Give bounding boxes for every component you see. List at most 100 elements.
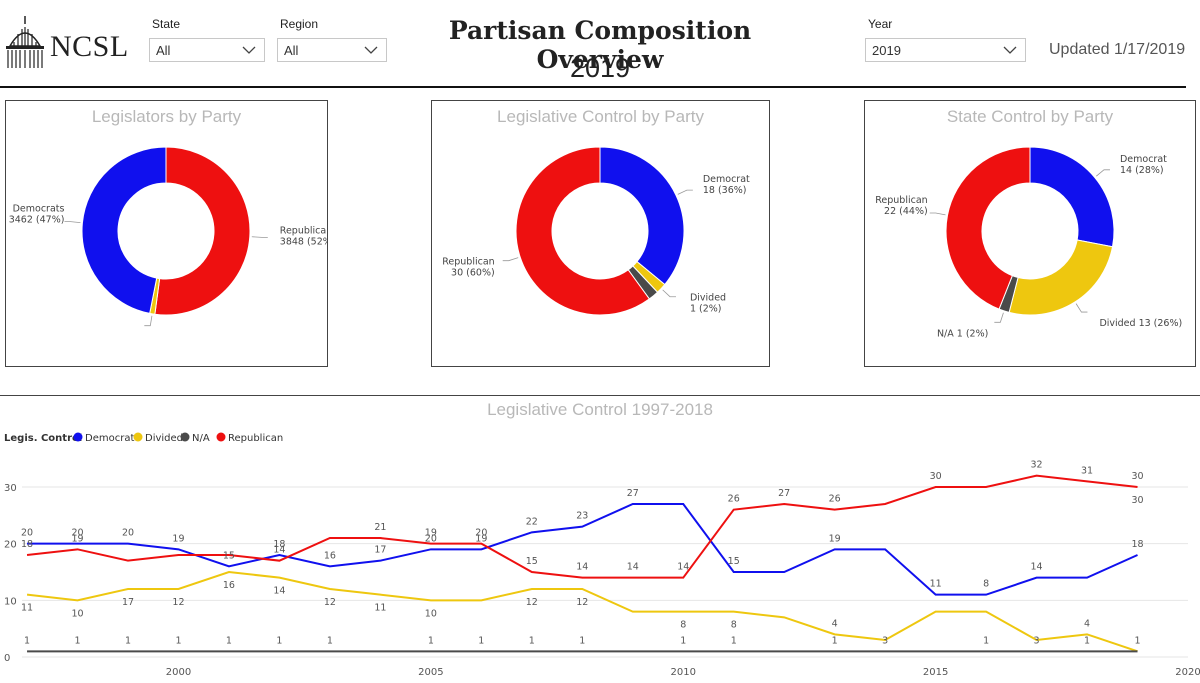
x-tick-label: 2005 xyxy=(418,667,443,678)
donut-label: Democrat xyxy=(703,174,750,185)
data-label: 30 xyxy=(1131,471,1143,482)
data-label: 19 xyxy=(172,533,184,544)
state-filter-label: State xyxy=(152,17,181,31)
donut-label: Republicans xyxy=(280,225,327,236)
donut-label: 14 (28%) xyxy=(1120,165,1164,176)
region-filter-label: Region xyxy=(280,17,319,31)
data-label: 14 xyxy=(576,562,588,573)
data-label: 1 xyxy=(579,635,585,646)
data-label: 1 xyxy=(75,635,81,646)
leader-line xyxy=(144,315,153,327)
data-label: 12 xyxy=(324,597,336,608)
data-label: 10 xyxy=(71,608,83,619)
data-label: 19 xyxy=(425,528,437,539)
donut-slice-democrat xyxy=(599,146,685,286)
data-label: 1 xyxy=(24,635,30,646)
page-year: 2019 xyxy=(569,53,631,83)
data-label: 1 xyxy=(680,635,686,646)
y-tick-label: 10 xyxy=(4,596,17,607)
leader-line xyxy=(251,236,268,238)
donut-label: Divided 13 (26%) xyxy=(1099,318,1182,329)
legend-marker xyxy=(216,432,226,442)
data-label: 1 xyxy=(327,635,333,646)
donut-slice-democrat xyxy=(1029,146,1115,248)
data-label: 20 xyxy=(425,533,437,544)
series-line-republican xyxy=(26,474,1138,579)
y-tick-label: 30 xyxy=(4,483,17,494)
donut-slice-republican xyxy=(515,146,651,316)
page-title: Partisan Composition Overview xyxy=(448,16,752,74)
year-dropdown[interactable]: 2019 xyxy=(865,38,1026,62)
state-dropdown[interactable]: All xyxy=(149,38,265,62)
donut-label: Democrat xyxy=(1120,154,1167,165)
region-dropdown[interactable]: All xyxy=(277,38,387,62)
chevron-down-icon xyxy=(1003,46,1017,54)
donut-label: 1 (2%) xyxy=(690,304,722,315)
leader-line xyxy=(502,257,519,262)
donut-label: 3462 (47%) xyxy=(9,215,65,226)
line-chart-title: Legislative Control 1997-2018 xyxy=(487,400,713,419)
data-label: 12 xyxy=(576,597,588,608)
leader-line xyxy=(677,189,693,195)
leader-line xyxy=(929,212,946,216)
data-label: 21 xyxy=(374,522,386,533)
donut-slice-divided xyxy=(1008,239,1114,316)
data-label: 14 xyxy=(1031,562,1043,573)
year-dropdown-value: 2019 xyxy=(872,43,901,58)
data-label: 10 xyxy=(425,608,437,619)
leader-line xyxy=(64,221,81,224)
legislative-control-card[interactable]: Legislative Control by Party Democrat 18 … xyxy=(431,100,770,367)
leader-line xyxy=(1075,303,1088,313)
state-dropdown-value: All xyxy=(156,43,171,58)
data-label: 22 xyxy=(526,516,538,527)
donut-label: 30 (60%) xyxy=(451,268,495,279)
donut-label: 22 (44%) xyxy=(884,206,928,217)
legend-item: Democrat xyxy=(85,433,134,444)
data-label: 17 xyxy=(374,545,386,556)
donut-label: 3848 (52%) xyxy=(280,236,327,247)
updated-text: Updated 1/17/2019 xyxy=(1049,41,1186,58)
series-line-divided xyxy=(26,570,1138,653)
leader-line xyxy=(994,312,1004,323)
x-tick-label: 2020 xyxy=(1175,667,1200,678)
data-label: 14 xyxy=(677,562,689,573)
chevron-down-icon xyxy=(242,46,256,54)
header-divider xyxy=(0,86,1186,88)
data-label: 4 xyxy=(832,618,838,629)
data-label: 8 xyxy=(680,620,686,631)
data-label: 11 xyxy=(374,603,386,614)
leader-line xyxy=(1096,169,1110,177)
state-control-card[interactable]: State Control by Party Democrat 14 (28%) D… xyxy=(864,100,1196,367)
data-label: 20 xyxy=(71,528,83,539)
data-label: 27 xyxy=(627,488,639,499)
line-chart-divider xyxy=(0,395,1200,396)
data-label: 30 xyxy=(1131,495,1143,506)
data-label: 12 xyxy=(526,597,538,608)
data-label: 1 xyxy=(276,635,282,646)
legend-marker xyxy=(73,432,83,442)
donut-label: Republican xyxy=(875,195,927,206)
data-label: 1 xyxy=(175,635,181,646)
data-label: 16 xyxy=(223,580,235,591)
data-label: 27 xyxy=(778,488,790,499)
data-label: 1 xyxy=(983,635,989,646)
leader-line xyxy=(662,289,676,298)
data-label: 1 xyxy=(832,635,838,646)
data-label: 3 xyxy=(882,635,888,646)
donut-slice-republicans xyxy=(154,146,251,316)
data-label: 19 xyxy=(829,533,841,544)
legend-item: N/A xyxy=(192,433,210,444)
data-label: 1 xyxy=(478,635,484,646)
data-label: 15 xyxy=(728,556,740,567)
legend-marker xyxy=(133,432,143,442)
y-tick-label: 20 xyxy=(4,540,17,551)
data-label: 1 xyxy=(125,635,131,646)
data-label: 17 xyxy=(122,597,134,608)
chevron-down-icon xyxy=(364,46,378,54)
data-label: 20 xyxy=(122,528,134,539)
x-tick-label: 2015 xyxy=(923,667,948,678)
legislators-card[interactable]: Legislators by Party Republicans3848 (52… xyxy=(5,100,328,367)
